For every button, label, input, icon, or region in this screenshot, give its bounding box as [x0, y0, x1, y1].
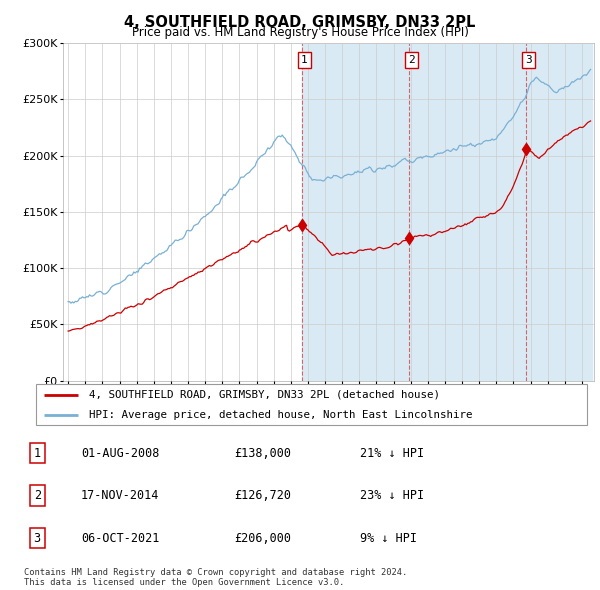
Text: 01-AUG-2008: 01-AUG-2008: [81, 447, 160, 460]
FancyBboxPatch shape: [36, 384, 587, 425]
Text: £138,000: £138,000: [234, 447, 291, 460]
Text: 3: 3: [34, 532, 41, 545]
Text: 4, SOUTHFIELD ROAD, GRIMSBY, DN33 2PL (detached house): 4, SOUTHFIELD ROAD, GRIMSBY, DN33 2PL (d…: [89, 390, 440, 400]
Text: 23% ↓ HPI: 23% ↓ HPI: [360, 489, 424, 502]
Text: Price paid vs. HM Land Registry's House Price Index (HPI): Price paid vs. HM Land Registry's House …: [131, 26, 469, 39]
Text: 21% ↓ HPI: 21% ↓ HPI: [360, 447, 424, 460]
Text: 2: 2: [34, 489, 41, 502]
Text: 3: 3: [526, 55, 532, 65]
Text: 4, SOUTHFIELD ROAD, GRIMSBY, DN33 2PL: 4, SOUTHFIELD ROAD, GRIMSBY, DN33 2PL: [124, 15, 476, 30]
Text: 2: 2: [408, 55, 415, 65]
Text: 17-NOV-2014: 17-NOV-2014: [81, 489, 160, 502]
Text: 9% ↓ HPI: 9% ↓ HPI: [360, 532, 417, 545]
Text: 1: 1: [301, 55, 307, 65]
Text: HPI: Average price, detached house, North East Lincolnshire: HPI: Average price, detached house, Nort…: [89, 411, 472, 420]
Text: Contains HM Land Registry data © Crown copyright and database right 2024.
This d: Contains HM Land Registry data © Crown c…: [24, 568, 407, 587]
Text: £126,720: £126,720: [234, 489, 291, 502]
Text: 1: 1: [34, 447, 41, 460]
Text: 06-OCT-2021: 06-OCT-2021: [81, 532, 160, 545]
Text: £206,000: £206,000: [234, 532, 291, 545]
Bar: [302, 43, 592, 381]
